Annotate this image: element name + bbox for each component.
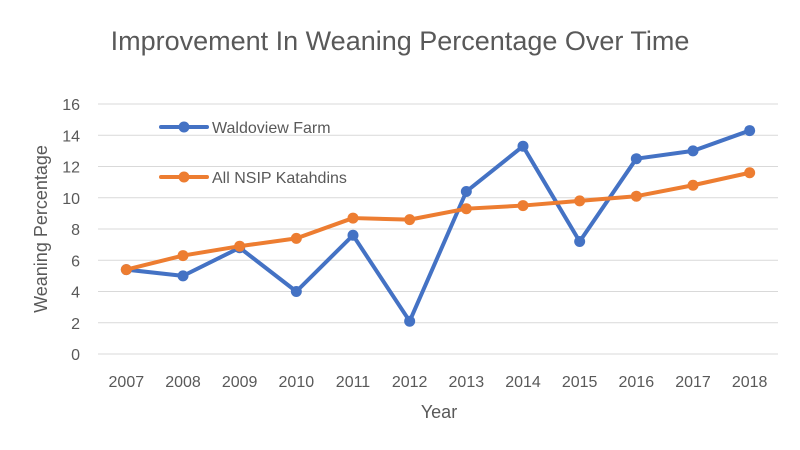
y-tick-label: 14 bbox=[62, 128, 80, 145]
chart-title: Improvement In Weaning Percentage Over T… bbox=[110, 26, 690, 56]
data-point bbox=[574, 236, 586, 247]
grid-layer bbox=[98, 103, 778, 355]
legend-swatch-marker bbox=[178, 171, 190, 183]
data-point bbox=[347, 212, 359, 224]
legend-label: Waldoview Farm bbox=[212, 120, 331, 137]
x-tick-label: 2010 bbox=[279, 374, 315, 391]
data-point bbox=[290, 232, 302, 244]
x-tick-label: 2017 bbox=[675, 374, 711, 391]
y-tick-label: 0 bbox=[71, 347, 80, 364]
series-line bbox=[124, 128, 752, 324]
data-point bbox=[347, 229, 359, 241]
x-tick-label: 2012 bbox=[392, 374, 428, 391]
data-point bbox=[630, 153, 642, 165]
x-tick-label: 2013 bbox=[449, 374, 485, 391]
x-tick-label: 2014 bbox=[505, 374, 541, 391]
data-point bbox=[177, 270, 189, 282]
y-tick-label: 8 bbox=[71, 222, 80, 239]
data-point bbox=[177, 250, 189, 262]
y-tick-label: 10 bbox=[62, 191, 80, 208]
data-point bbox=[460, 203, 472, 215]
x-tick-label: 2009 bbox=[222, 374, 258, 391]
series-layer bbox=[120, 125, 756, 327]
y-tick-label: 16 bbox=[62, 97, 80, 114]
legend-label: All NSIP Katahdins bbox=[212, 170, 347, 187]
y-axis-title: Weaning Percentage bbox=[31, 145, 51, 313]
legend-swatch-marker bbox=[178, 121, 190, 133]
data-point bbox=[404, 315, 416, 327]
series-line bbox=[124, 170, 752, 272]
x-tick-label: 2016 bbox=[619, 374, 655, 391]
legend: Waldoview Farm All NSIP Katahdins bbox=[159, 120, 347, 187]
x-axis-title: Year bbox=[421, 402, 457, 422]
x-tick-label: 2007 bbox=[109, 374, 145, 391]
x-tick-label: 2015 bbox=[562, 374, 598, 391]
data-point bbox=[234, 240, 246, 252]
data-point bbox=[517, 140, 529, 152]
tick-layer: 0 2 4 6 8 10 12 14 16 2007 2008 2009 2010 2011 2012 201… bbox=[62, 97, 767, 391]
x-tick-label: 2011 bbox=[336, 374, 371, 391]
x-tick-label: 2018 bbox=[732, 374, 768, 391]
y-tick-label: 12 bbox=[62, 160, 80, 177]
data-point bbox=[744, 167, 756, 179]
x-tick-label: 2008 bbox=[165, 374, 201, 391]
data-point bbox=[404, 214, 416, 226]
data-point bbox=[290, 286, 302, 297]
y-tick-label: 6 bbox=[71, 253, 80, 270]
y-tick-label: 2 bbox=[71, 316, 80, 333]
data-point bbox=[120, 264, 132, 276]
y-tick-label: 4 bbox=[71, 285, 80, 302]
data-point bbox=[460, 186, 472, 197]
data-point bbox=[574, 195, 586, 207]
data-point bbox=[630, 190, 642, 202]
data-point bbox=[517, 200, 529, 212]
data-point bbox=[687, 145, 699, 157]
data-point bbox=[744, 125, 756, 137]
data-point bbox=[687, 179, 699, 191]
